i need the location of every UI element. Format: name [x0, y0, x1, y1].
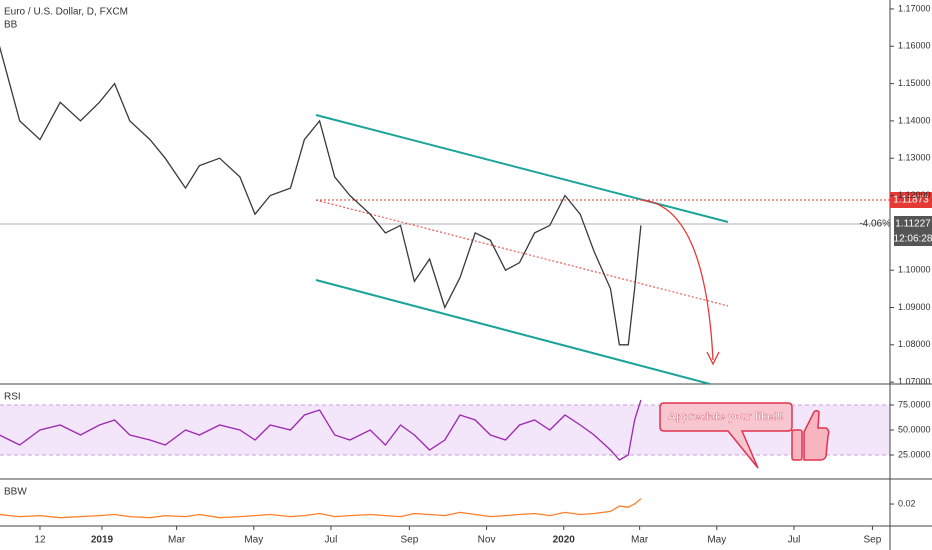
- arrow-head: [706, 351, 720, 366]
- thumb-hand: [803, 409, 830, 461]
- x-tick-label: 2019: [91, 535, 114, 546]
- thumb-cuff: [791, 429, 803, 461]
- pane-subtitle: BB: [4, 20, 18, 31]
- y-tick-label: 1.15000: [898, 78, 931, 88]
- y-tick-label: 1.10000: [898, 265, 931, 275]
- x-tick-label: Sep: [864, 535, 882, 546]
- forecast-arrow: [640, 199, 714, 361]
- x-tick-label: Mar: [168, 535, 186, 546]
- y-tick-label: 75.0000: [898, 399, 931, 409]
- mid-line: [315, 199, 729, 307]
- y-tick-label: 1.14000: [898, 115, 931, 125]
- channel-upper: [315, 114, 729, 223]
- pane-title: BBW: [4, 487, 27, 498]
- price-tag-text: 1.11873: [893, 195, 929, 206]
- x-tick-label: Sep: [400, 535, 418, 546]
- x-tick-label: Mar: [631, 535, 649, 546]
- last-price-tag: [894, 216, 932, 246]
- series-line: [0, 498, 642, 519]
- y-tick-label: 50.0000: [898, 424, 931, 434]
- y-tick-label: 25.0000: [898, 449, 931, 459]
- thumb-icon: [791, 409, 830, 461]
- x-tick-label: 12: [34, 535, 46, 546]
- x-tick-label: Jul: [325, 535, 338, 546]
- x-tick-label: 2020: [553, 535, 576, 546]
- y-tick-label: 0.02: [898, 498, 916, 508]
- y-tick-label: 1.08000: [898, 339, 931, 349]
- change-label: -4.06%: [859, 219, 891, 230]
- y-tick-label: 1.09000: [898, 302, 931, 312]
- y-tick-label: 1.16000: [898, 41, 931, 51]
- x-tick-label: May: [244, 535, 263, 546]
- channel-lower: [315, 279, 711, 385]
- x-tick-label: Nov: [478, 535, 496, 546]
- series-line: [0, 399, 642, 461]
- x-tick-label: Jul: [788, 535, 801, 546]
- pane-title: Euro / U.S. Dollar, D, FXCM: [4, 7, 128, 18]
- callout-text: Appreciate your like!!!: [668, 411, 784, 423]
- countdown-text: 12:06:28: [894, 234, 932, 245]
- x-tick-label: May: [707, 535, 726, 546]
- y-tick-label: 1.12000: [898, 190, 931, 200]
- y-tick-label: 1.17000: [898, 3, 931, 13]
- series-line: [0, 46, 642, 346]
- callout: [659, 402, 793, 469]
- last-price-text: 1.11227: [895, 219, 931, 230]
- y-tick-label: 1.13000: [898, 153, 931, 163]
- pane-title: RSI: [4, 392, 21, 403]
- y-tick-label: 1.07000: [898, 377, 931, 387]
- price-tag-red: [890, 192, 932, 208]
